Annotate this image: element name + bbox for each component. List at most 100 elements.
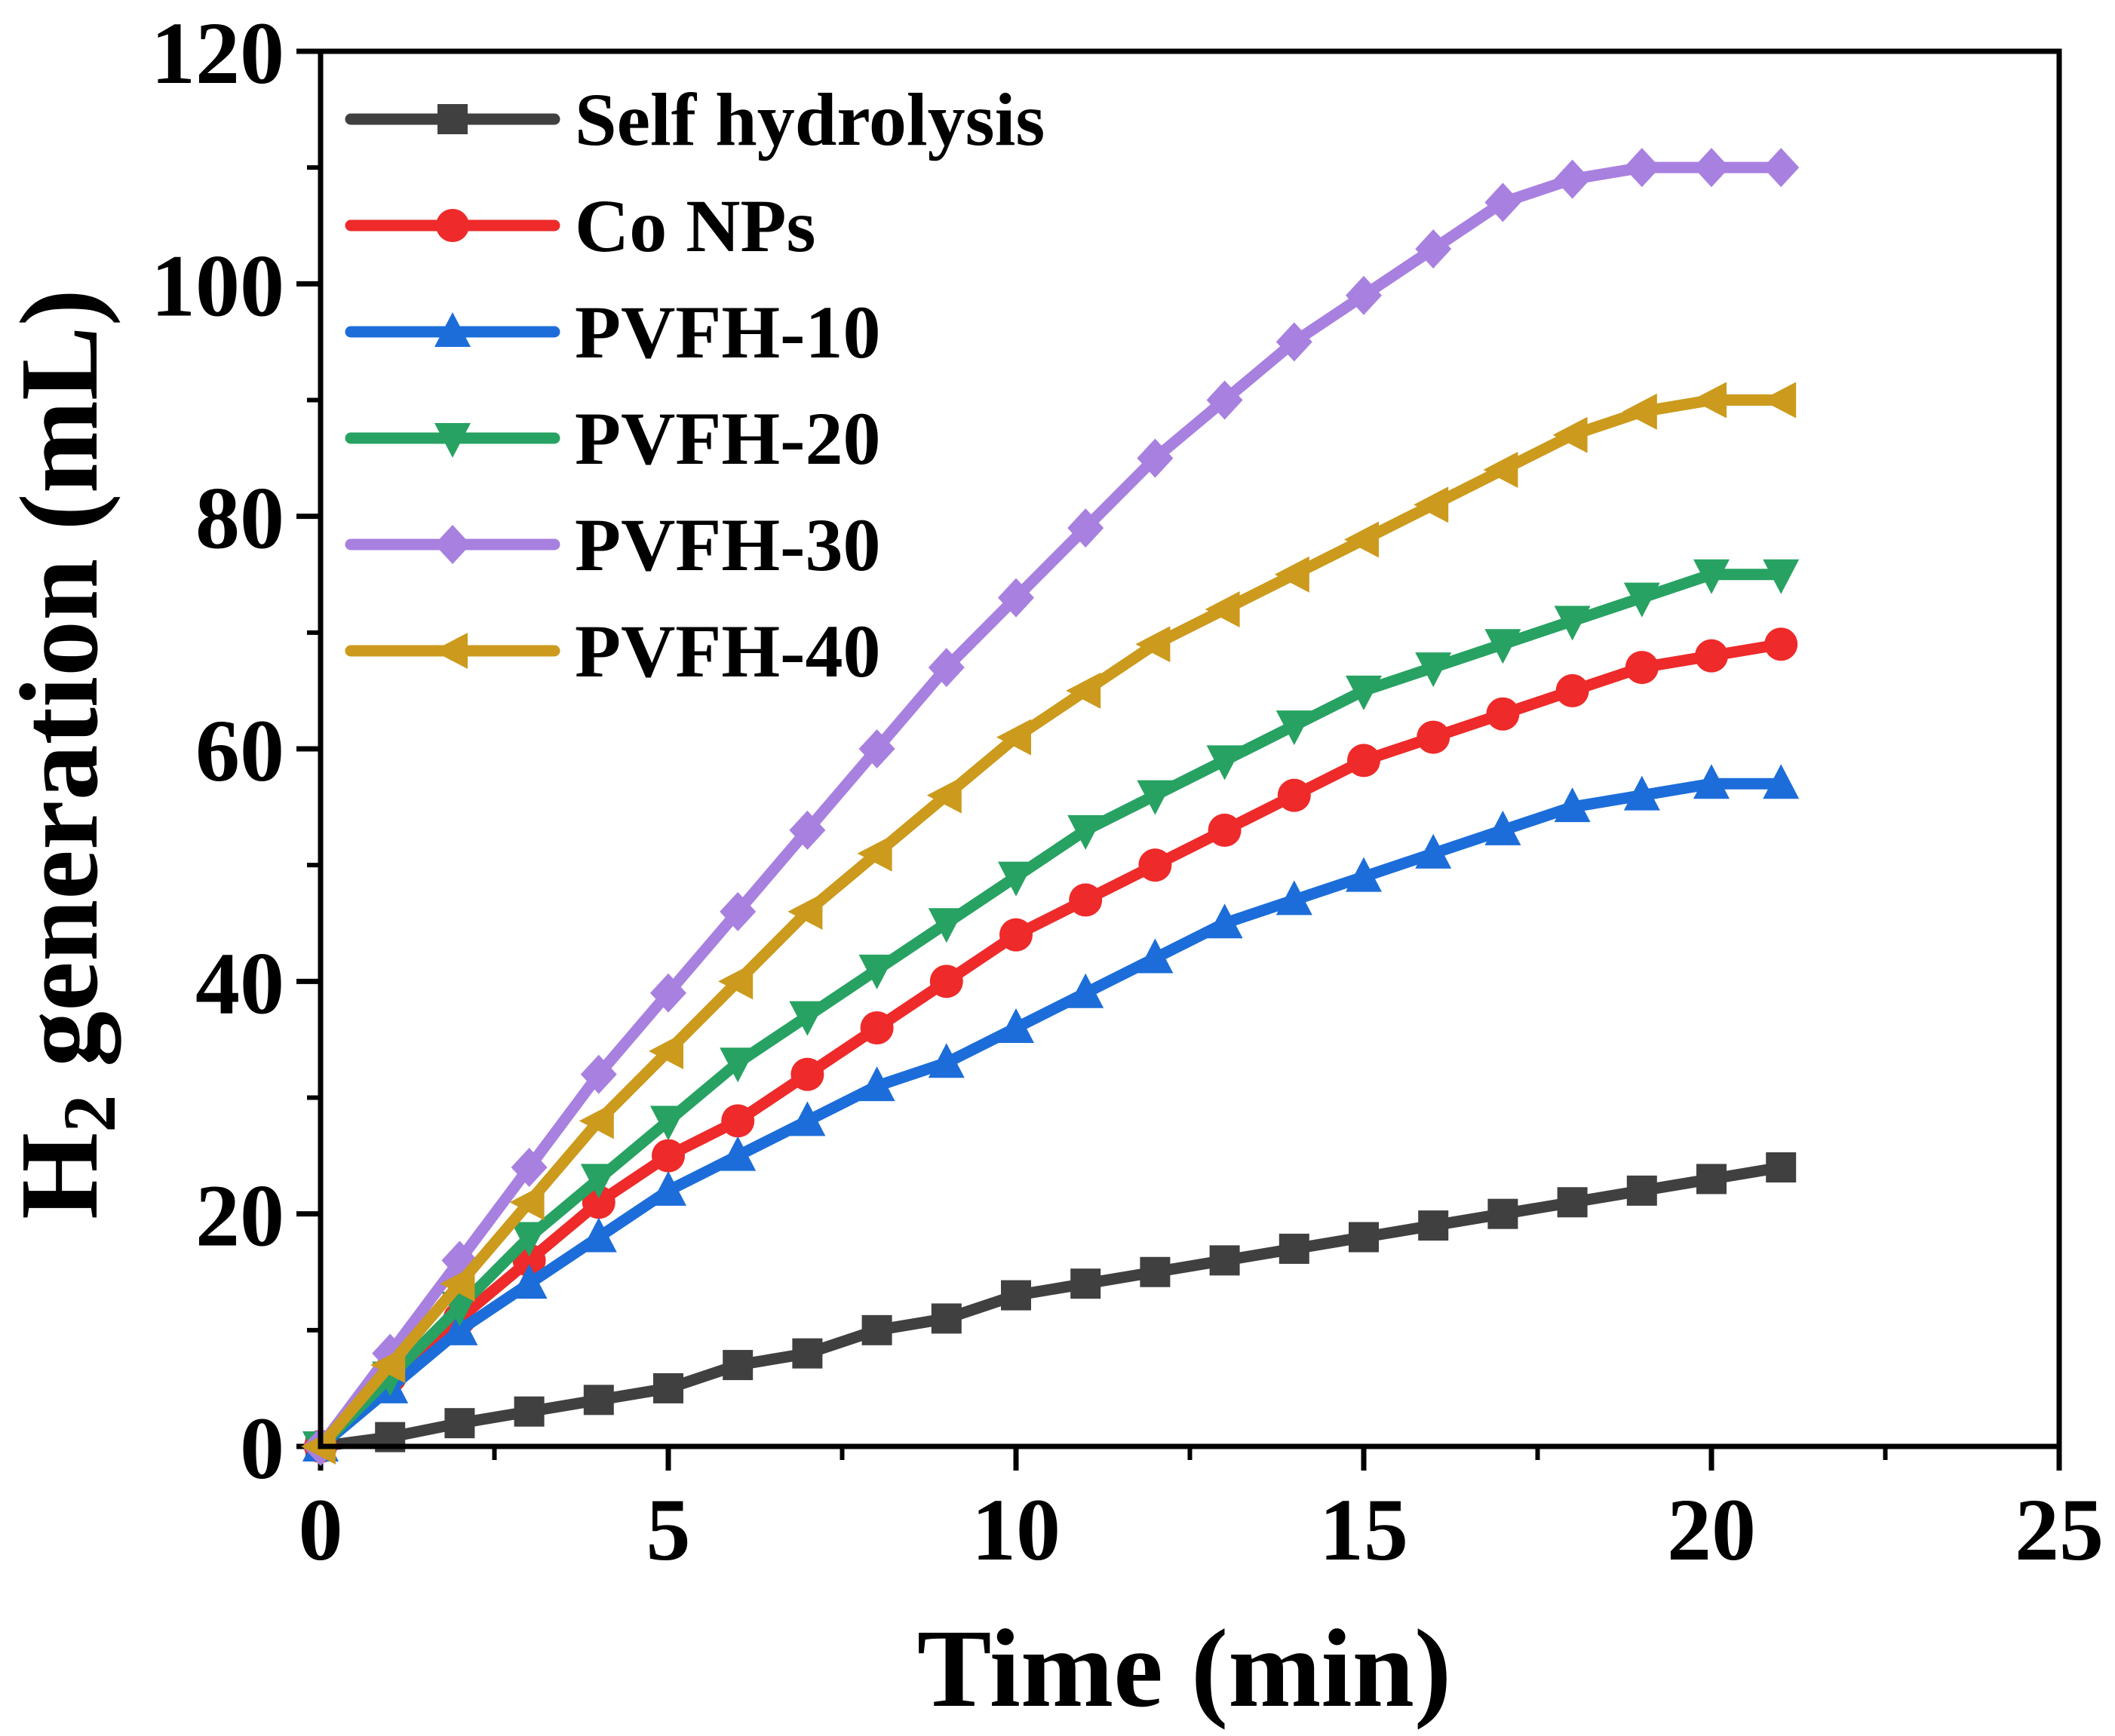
data-point <box>1552 416 1588 453</box>
data-point <box>1347 744 1380 778</box>
x-tick-label: 10 <box>972 1480 1061 1579</box>
data-point <box>580 1217 617 1253</box>
data-point <box>998 861 1034 897</box>
y-axis-title: H2 generation (mL) <box>0 289 131 1219</box>
data-point <box>1484 810 1521 845</box>
data-point <box>650 1170 686 1206</box>
legend-marker <box>434 525 471 564</box>
data-point <box>1766 1152 1797 1182</box>
series-line <box>315 394 1787 1452</box>
data-point <box>789 810 826 850</box>
data-point <box>926 777 962 814</box>
y-axis-title-subscript: 2 <box>48 1095 131 1133</box>
legend-item: PVFH-10 <box>345 290 880 374</box>
data-point <box>1763 559 1800 594</box>
y-tick-label: 80 <box>195 469 284 568</box>
legend-label: PVFH-10 <box>575 290 880 374</box>
data-point <box>370 1347 406 1384</box>
y-tick-label: 120 <box>151 4 284 103</box>
data-point <box>1483 452 1518 488</box>
data-point <box>861 1314 892 1345</box>
tick-labels: 0 5 10 15 20 25 0 20 40 60 80 100 120 <box>151 4 2104 1579</box>
data-point <box>1067 814 1104 850</box>
data-point <box>999 918 1033 952</box>
data-point <box>582 1185 615 1219</box>
data-point <box>1764 627 1798 661</box>
data-point <box>1554 787 1591 823</box>
data-point <box>1415 833 1452 869</box>
data-point <box>721 1104 755 1138</box>
legend-item: Self hydrolysis <box>345 78 1045 161</box>
series-pvfh-20 <box>302 559 1800 1466</box>
data-point <box>1346 857 1382 892</box>
data-point <box>1623 582 1660 618</box>
data-point <box>792 1338 823 1369</box>
data-point <box>1486 697 1520 731</box>
data-point <box>1206 380 1243 420</box>
data-point <box>1069 883 1103 917</box>
data-point <box>1137 938 1174 974</box>
series-line <box>315 569 1787 1452</box>
data-point <box>787 893 823 930</box>
data-point <box>1349 1222 1379 1253</box>
data-point <box>1693 764 1730 799</box>
data-point <box>1209 1245 1240 1276</box>
data-point <box>1067 508 1104 548</box>
legend: Self hydrolysis Co NPs PVFH-10 PVFH-20 PVFH-… <box>345 78 1045 693</box>
y-axis-title-main: H <box>0 1133 121 1219</box>
data-point <box>1414 486 1449 523</box>
data-point <box>789 1001 826 1036</box>
data-point <box>511 1264 548 1299</box>
data-point <box>652 1139 685 1173</box>
x-tick-label: 20 <box>1667 1480 1756 1579</box>
series-layer <box>301 148 1800 1466</box>
data-point <box>1346 275 1382 315</box>
data-point <box>1137 438 1174 478</box>
data-point <box>1625 651 1659 685</box>
data-point <box>1693 148 1730 188</box>
data-point <box>511 1222 548 1257</box>
data-point <box>440 1265 475 1302</box>
data-point <box>1554 606 1591 641</box>
data-point <box>1206 745 1243 781</box>
legend-item: PVFH-40 <box>345 609 880 693</box>
series-pvfh-10 <box>302 764 1800 1461</box>
data-point <box>1140 1256 1171 1287</box>
data-point <box>1554 159 1591 199</box>
data-point <box>1208 813 1242 847</box>
data-point <box>1555 673 1589 707</box>
data-point <box>650 973 686 1013</box>
legend-label: PVFH-30 <box>575 503 880 587</box>
data-point <box>1274 556 1309 593</box>
data-point <box>1418 1210 1449 1241</box>
data-point <box>1626 1175 1657 1206</box>
x-tick-label: 0 <box>299 1480 343 1579</box>
data-point <box>720 891 757 931</box>
data-point <box>929 965 963 998</box>
data-point <box>1763 764 1800 799</box>
data-point <box>1346 675 1382 710</box>
data-point <box>1623 775 1660 811</box>
data-point <box>583 1385 614 1415</box>
data-point <box>720 1047 757 1083</box>
x-axis-title: Time (min) <box>917 1607 1451 1731</box>
legend-label: PVFH-40 <box>575 609 880 693</box>
data-point <box>1275 322 1312 362</box>
data-point <box>650 1106 686 1141</box>
data-point <box>1763 148 1800 188</box>
series-line <box>315 1161 1787 1452</box>
data-point <box>1206 903 1243 939</box>
data-point <box>1484 182 1521 222</box>
data-point <box>1623 148 1660 188</box>
data-point <box>998 578 1034 618</box>
y-tick-label: 100 <box>151 236 284 335</box>
y-tick-label: 20 <box>195 1167 284 1265</box>
data-point <box>1484 629 1521 664</box>
y-tick-label: 40 <box>195 934 284 1032</box>
y-axis-title-rest: generation (mL) <box>0 289 121 1095</box>
legend-marker <box>434 312 471 347</box>
data-point <box>1275 710 1312 746</box>
data-point <box>1275 880 1312 916</box>
data-point <box>1487 1198 1518 1229</box>
